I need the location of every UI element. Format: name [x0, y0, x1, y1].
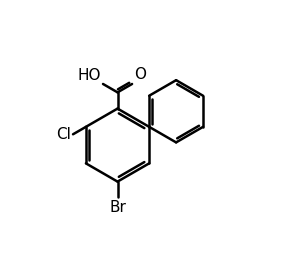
Text: Br: Br	[109, 200, 126, 215]
Text: Cl: Cl	[56, 127, 71, 142]
Text: O: O	[134, 67, 146, 82]
Text: HO: HO	[78, 68, 101, 83]
